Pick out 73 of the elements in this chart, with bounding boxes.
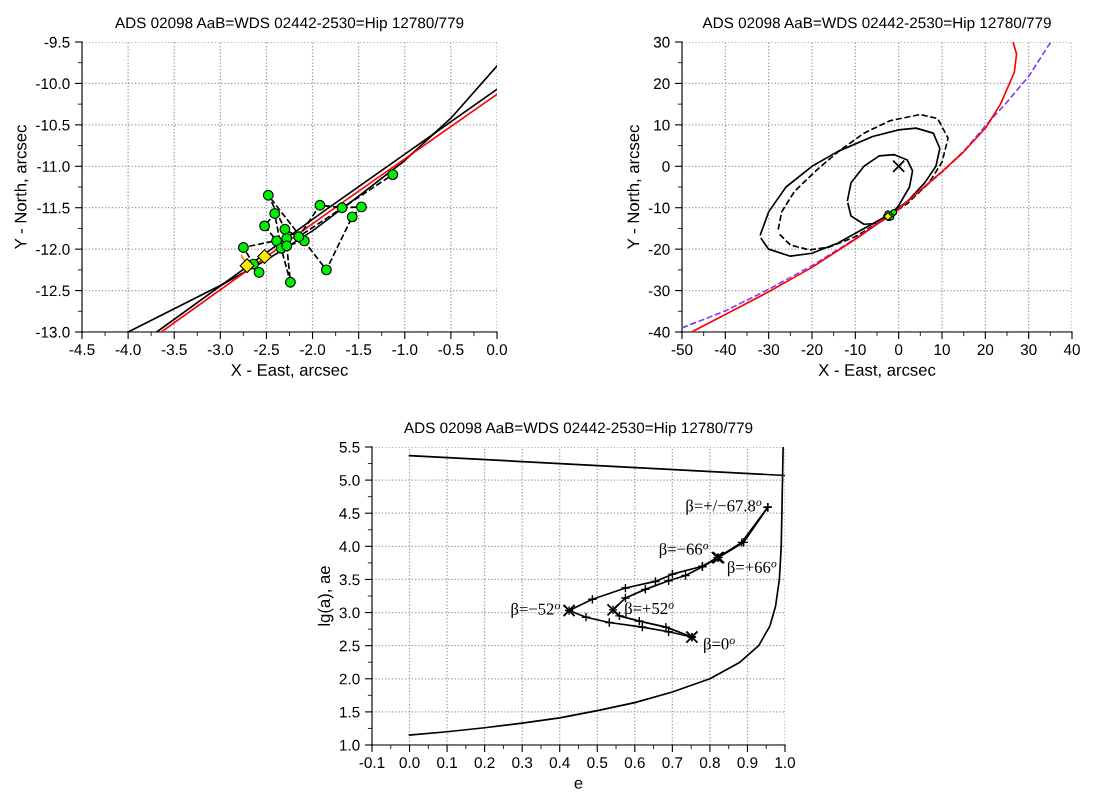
y-tick-label: -11.5 <box>37 202 70 214</box>
x-tick-label: 0.0 <box>486 344 508 356</box>
x-axis-title: X - East, arcsec <box>818 364 936 378</box>
y-axis-title: Y - North, arcsec <box>627 125 642 249</box>
x-tick-label: -0.1 <box>359 757 385 769</box>
annotation: β=−66$^{o}$ <box>659 542 709 559</box>
x-tick-label: 0.9 <box>737 757 758 769</box>
x-tick-label: 0.8 <box>699 757 720 769</box>
y-tick-label: 1.0 <box>340 739 360 751</box>
x-tick-label: 0.6 <box>624 757 645 769</box>
x-tick-label: 0.4 <box>549 757 570 769</box>
y-tick-label: -10.0 <box>36 78 70 90</box>
y-tick-label: 3.0 <box>339 607 360 619</box>
y-tick-label: -10.5 <box>36 119 70 131</box>
y-tick-label: 30 <box>653 36 670 48</box>
annotation: β=+/−67.8$^{o}$ <box>686 499 762 515</box>
x-tick-label: 0.2 <box>474 757 495 769</box>
x-tick-label: -30 <box>758 344 780 356</box>
y-tick-label: 5.5 <box>339 442 360 453</box>
x-tick-label: -1.0 <box>392 344 418 356</box>
x-tick-label: -10 <box>844 344 866 356</box>
x-tick-label: 0.0 <box>399 757 420 769</box>
y-tick-label: -12.0 <box>36 244 70 255</box>
chart-title: ADS 02098 AaB=WDS 02442-2530=Hip 12780/779 <box>114 17 464 32</box>
y-tick-label: -12.5 <box>36 285 70 297</box>
x-tick-label: -1.5 <box>346 344 372 356</box>
y-tick-label: 10 <box>654 119 670 131</box>
y-tick-label: 4.0 <box>339 541 360 553</box>
x-tick-label: 1.0 <box>775 757 796 769</box>
x-axis-title: e <box>574 779 583 789</box>
y-tick-label: -9.5 <box>44 36 70 48</box>
y-tick-label: 2.0 <box>339 673 360 685</box>
y-axis-title: lg(a), ae <box>317 566 334 626</box>
y-tick-label: 1.5 <box>340 706 360 718</box>
x-tick-label: -50 <box>671 344 693 356</box>
x-tick-label: 30 <box>1020 344 1037 356</box>
y-tick-label: 4.5 <box>339 508 360 519</box>
y-tick-label: -11.0 <box>37 161 70 172</box>
x-tick-label: -2.5 <box>253 344 279 356</box>
y-tick-label: 3.5 <box>339 574 360 586</box>
y-tick-label: -20 <box>648 244 670 255</box>
x-tick-label: 0.3 <box>512 757 533 769</box>
y-tick-label: -30 <box>648 285 670 297</box>
x-tick-label: 10 <box>934 344 950 356</box>
annotation: β=−52$^{o}$ <box>511 602 561 619</box>
y-tick-label: 5.0 <box>339 474 360 486</box>
annotation: β=0$^{o}$ <box>704 637 735 653</box>
y-tick-label: 0 <box>662 161 670 172</box>
x-tick-label: -4.5 <box>69 344 95 356</box>
x-tick-label: -2.0 <box>300 344 326 356</box>
x-tick-label: -3.5 <box>161 344 187 356</box>
x-tick-label: 0.5 <box>587 757 608 769</box>
x-tick-label: -20 <box>801 344 823 356</box>
x-tick-label: -40 <box>714 344 736 356</box>
x-tick-label: -4.0 <box>115 344 141 356</box>
y-tick-label: -40 <box>648 326 670 338</box>
x-axis-title: X - East, arcsec <box>231 364 348 378</box>
x-tick-label: -3.0 <box>207 344 233 356</box>
x-tick-label: 20 <box>977 344 994 356</box>
x-tick-label: 0 <box>895 344 903 356</box>
chart-title: ADS 02098 AaB=WDS 02442-2530=Hip 12780/779 <box>702 17 1051 32</box>
annotation: β=+52$^{o}$ <box>625 602 674 618</box>
annotation: β=+66$^{o}$ <box>727 560 777 577</box>
y-tick-label: -10 <box>648 202 670 214</box>
y-tick-label: 20 <box>653 78 670 90</box>
x-tick-label: -0.5 <box>438 344 464 356</box>
y-axis-title: Y - North, arcsec <box>14 125 29 249</box>
x-tick-label: 40 <box>1063 344 1080 356</box>
x-tick-label: 0.7 <box>662 757 683 769</box>
chart-title: ADS 02098 AaB=WDS 02442-2530=Hip 12780/779 <box>403 422 753 437</box>
y-tick-label: 2.5 <box>339 640 360 652</box>
x-tick-label: 0.1 <box>437 757 457 769</box>
y-tick-label: -13.0 <box>36 326 70 338</box>
